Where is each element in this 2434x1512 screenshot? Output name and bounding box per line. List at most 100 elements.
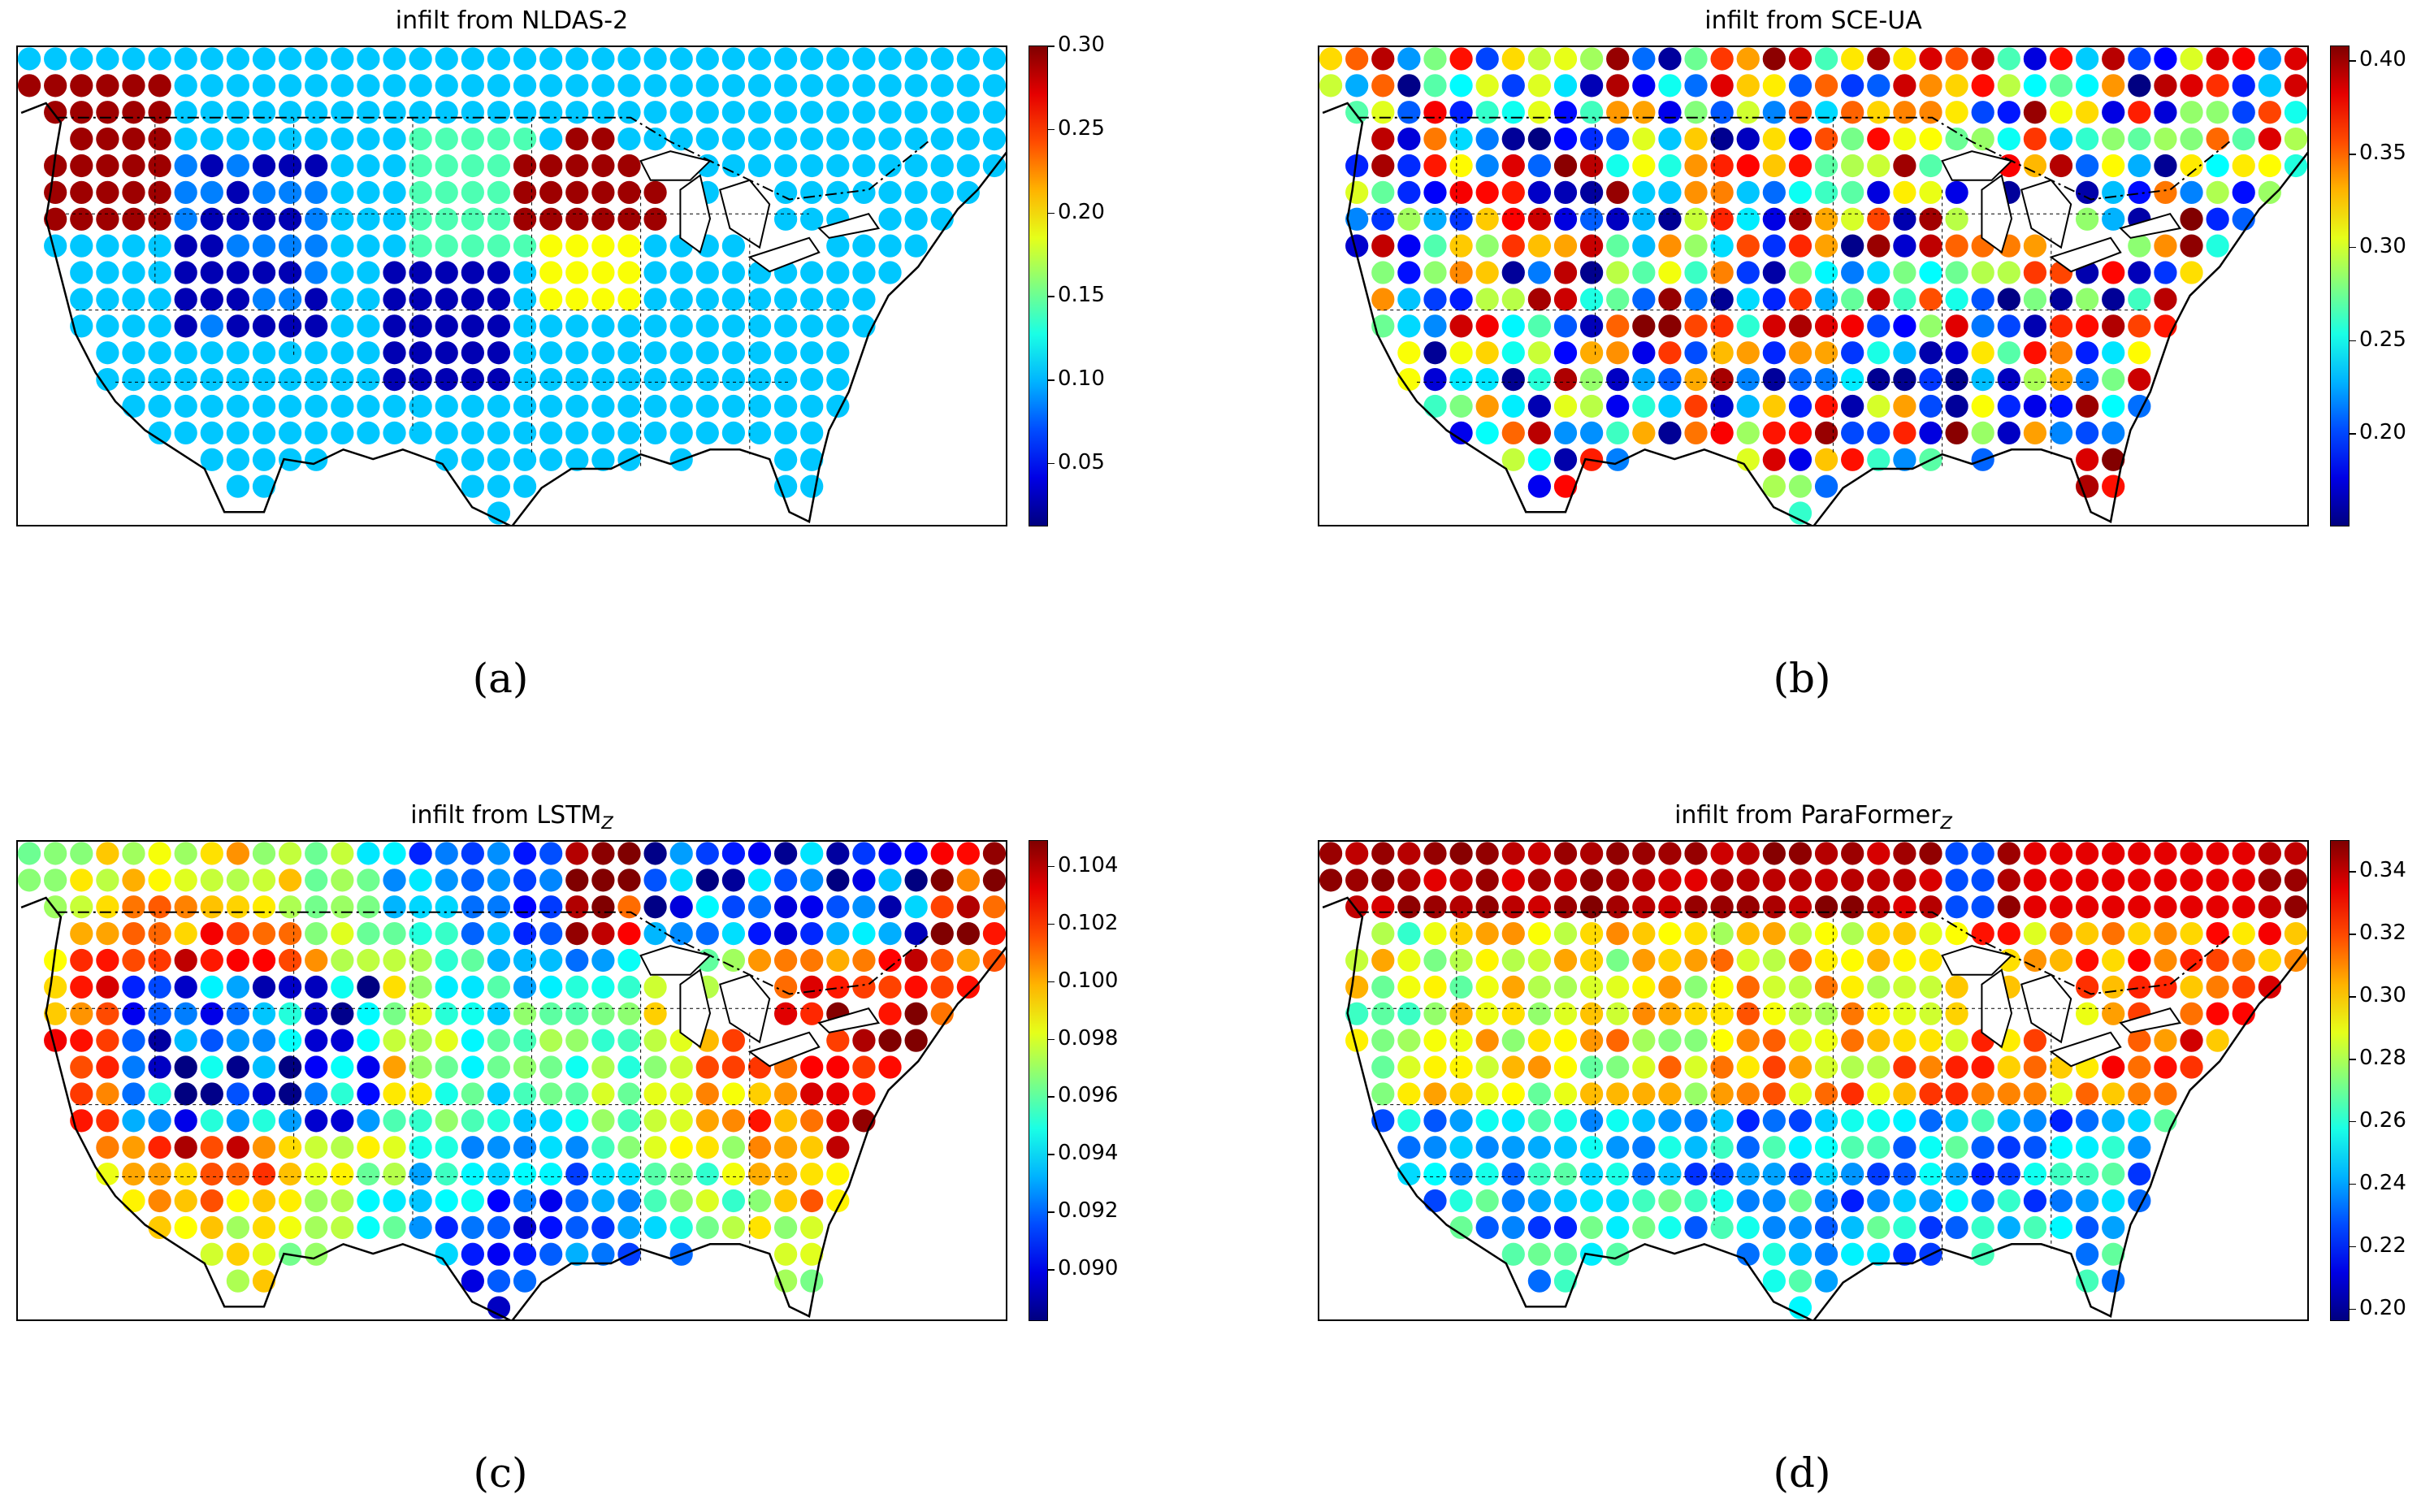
grid-dot [1449,288,1473,311]
grid-dot [1945,101,1968,124]
grid-dot [122,1109,145,1133]
grid-dot [800,394,824,418]
grid-dot [1371,1002,1395,1025]
grid-dot [1736,314,1760,338]
grid-dot [852,948,876,973]
grid-dot [461,74,484,97]
grid-dot [1736,842,1760,865]
grid-dot [1997,921,2020,946]
grid-dot [409,975,432,999]
grid-dot [2023,261,2047,284]
grid-dot [1553,869,1578,892]
grid-dot [200,74,223,97]
grid-dot [826,367,850,392]
grid-dot [252,421,276,445]
grid-dot [878,1002,902,1025]
grid-dot [1788,921,1813,946]
grid-dot [1841,1162,1864,1186]
grid-dot [565,1242,589,1266]
grid-dot [2075,921,2099,946]
grid-dot [383,180,406,205]
grid-dot [1553,1269,1578,1293]
grid-dot [669,869,693,892]
grid-dot [513,288,537,311]
grid-dot [1945,842,1968,865]
grid-dot [461,421,484,445]
grid-dot [383,1189,406,1213]
grid-dot [721,869,746,892]
grid-dot [1579,288,1604,311]
grid-dot [2075,127,2099,151]
grid-dot [487,1296,511,1319]
grid-dot [565,1029,589,1052]
grid-dot [1527,154,1552,178]
grid-dot [305,180,328,205]
grid-dot [331,842,354,865]
grid-dot [800,341,824,365]
grid-dot [1658,1109,1682,1133]
grid-dot [1579,975,1604,999]
grid-dot [1893,127,1916,151]
grid-dot [1841,448,1864,471]
grid-dot [1606,895,1630,919]
grid-dot [878,127,902,151]
grid-dot [2102,869,2125,892]
grid-dot [1632,154,1656,178]
grid-dot [800,1055,824,1079]
grid-dot [1997,421,2020,445]
panel-a-title: infilt from NLDAS-2 [395,6,629,35]
grid-dot [1449,1162,1473,1186]
grid-dot [513,448,537,471]
grid-dot [1579,367,1604,392]
grid-dot [383,394,406,418]
grid-dot [1814,341,1838,365]
grid-dot [591,975,615,999]
grid-dot [1475,895,1499,919]
grid-dot [1893,47,1916,71]
grid-dot [1997,895,2020,919]
grid-dot [226,1189,250,1213]
grid-dot [409,1082,432,1106]
grid-dot [1606,1189,1630,1213]
grid-dot [435,234,458,258]
grid-dot [1371,74,1395,97]
grid-dot [591,1215,615,1240]
grid-dot [2102,948,2125,973]
grid-dot [1527,127,1552,151]
grid-dot [252,869,276,892]
grid-dot [617,1109,641,1133]
grid-dot [435,207,458,231]
colorbar-tick-label: 0.090 [1058,1256,1119,1281]
grid-dot [1632,47,1656,71]
grid-dot [1762,1189,1786,1213]
grid-dot [1788,1082,1813,1106]
grid-dot [1841,154,1864,178]
grid-dot [1579,1136,1604,1159]
grid-dot [226,314,250,338]
grid-dot [800,207,824,231]
grid-dot [1606,394,1630,418]
grid-dot [956,47,980,71]
grid-dot [1632,101,1656,124]
grid-dot [2049,47,2073,71]
grid-dot [539,842,563,865]
grid-dot [1919,895,1942,919]
grid-dot [2206,101,2229,124]
grid-dot [2075,895,2099,919]
grid-dot [2128,180,2151,205]
lake-outline [639,945,712,976]
grid-dot [2075,1242,2099,1266]
grid-dot [1501,234,1525,258]
grid-dot [409,842,432,865]
grid-dot [852,842,876,865]
grid-dot [1893,1082,1916,1106]
grid-dot [1919,367,1942,392]
grid-dot [383,101,406,124]
grid-dot [331,314,354,338]
grid-dot [1736,895,1760,919]
grid-dot [252,948,276,973]
grid-dot [487,895,511,919]
grid-dot [695,288,719,311]
grid-dot [1553,101,1578,124]
grid-dot [1893,1242,1916,1266]
